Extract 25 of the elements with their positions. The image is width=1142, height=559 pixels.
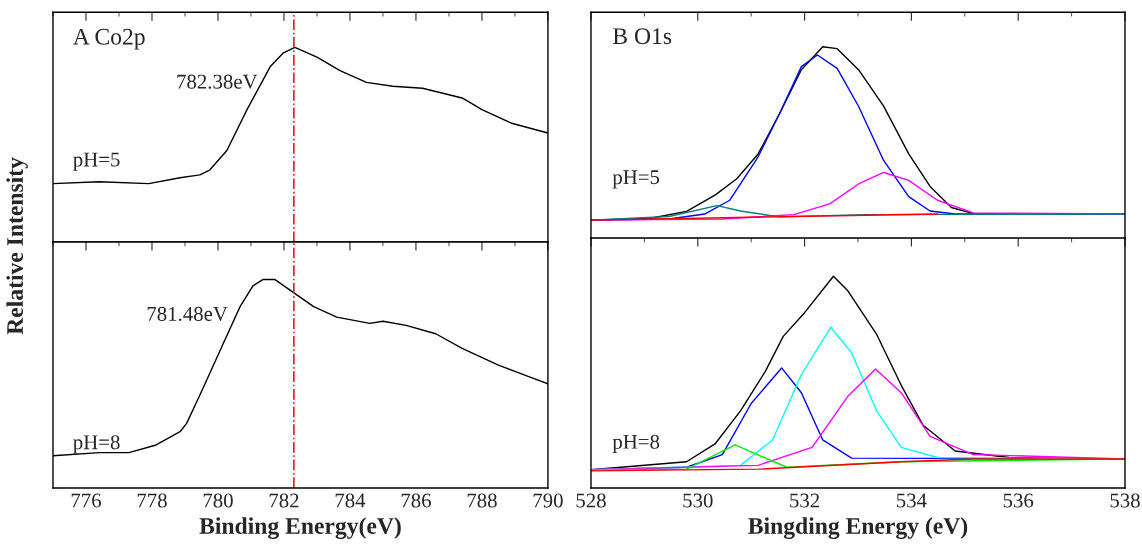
x-tick-label: 778 [137, 493, 167, 508]
x-tick-label: 780 [203, 493, 233, 508]
x-tick-label: 784 [335, 493, 366, 508]
annotation: 782.38eV [177, 74, 258, 89]
annotation: pH=5 [73, 152, 120, 171]
x-axis-title: Binding Energy(eV) [199, 517, 401, 539]
x-axis-title: Bingding Energy (eV) [748, 517, 968, 539]
annotation: pH=5 [612, 170, 660, 189]
x-tick-label: 536 [1003, 493, 1034, 508]
x-tick-label: 528 [576, 493, 606, 508]
annotation: pH=8 [612, 434, 660, 454]
x-tick-label: 782 [269, 493, 299, 508]
annotation: 781.48eV [147, 306, 228, 321]
x-tick-label: 538 [1110, 493, 1140, 508]
y-axis-title: Relative Intensity [6, 157, 28, 335]
chart-title: B O1s [613, 28, 672, 45]
x-tick-label: 776 [71, 493, 101, 508]
x-tick-label: 534 [896, 493, 927, 508]
x-tick-label: 788 [467, 493, 497, 508]
x-tick-label: 786 [401, 493, 431, 508]
annotation: pH=8 [73, 435, 120, 454]
x-tick-label: 532 [790, 493, 820, 508]
x-tick-label: 530 [683, 493, 713, 508]
chart-title: A Co2p [73, 28, 145, 50]
x-tick-label: 790 [533, 493, 563, 508]
